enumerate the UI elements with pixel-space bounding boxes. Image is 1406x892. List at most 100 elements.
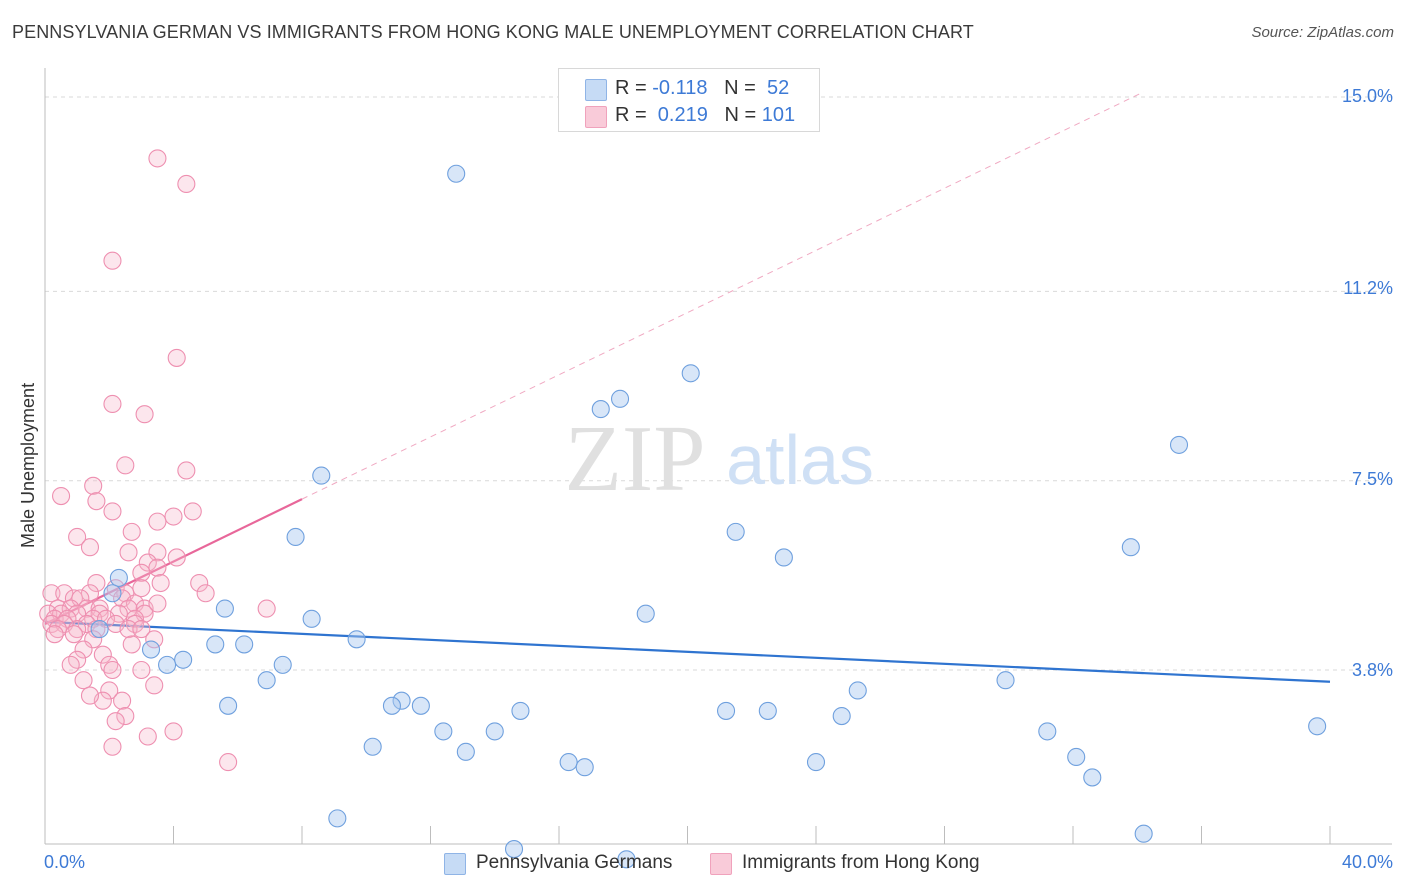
point-pennsylvania-german-43 — [806, 753, 826, 772]
trend-line-blue — [44, 620, 1331, 683]
point-pennsylvania-german-39 — [456, 742, 475, 761]
point-hong-kong-89 — [103, 737, 122, 756]
point-hong-kong-29 — [80, 584, 100, 603]
point-pennsylvania-german-11 — [103, 584, 122, 603]
point-pennsylvania-german-28 — [382, 696, 402, 715]
legend-swatch-blue — [585, 79, 607, 101]
x-tick-label-max: 40.0% — [1341, 852, 1393, 872]
point-hong-kong-71 — [122, 635, 141, 654]
point-hong-kong-25 — [106, 579, 125, 598]
point-hong-kong-75 — [100, 655, 119, 674]
point-pennsylvania-german-41 — [559, 753, 578, 772]
point-hong-kong-85 — [116, 706, 135, 726]
series-pennsylvania-germans — [90, 164, 1327, 869]
point-pennsylvania-german-37 — [1308, 717, 1327, 736]
point-hong-kong-68 — [64, 625, 83, 644]
point-hong-kong-7 — [177, 461, 196, 480]
watermark-atlas: atlas — [726, 421, 874, 499]
bottom-legend-pink-label: Immigrants from Hong Kong — [742, 852, 980, 873]
point-pennsylvania-german-21 — [158, 655, 177, 674]
point-hong-kong-78 — [132, 660, 151, 680]
point-hong-kong-21 — [138, 553, 157, 572]
bottom-legend-swatch-blue — [444, 853, 466, 875]
point-hong-kong-32 — [42, 584, 61, 603]
point-pennsylvania-german-1 — [681, 364, 700, 383]
bottom-legend-swatch-pink — [710, 853, 732, 875]
point-hong-kong-84 — [80, 686, 100, 705]
point-hong-kong-77 — [103, 660, 122, 680]
point-hong-kong-4 — [103, 394, 122, 414]
chart-title: PENNSYLVANIA GERMAN VS IMMIGRANTS FROM H… — [12, 22, 974, 42]
point-hong-kong-31 — [196, 584, 215, 603]
point-pennsylvania-german-32 — [758, 701, 777, 720]
point-pennsylvania-german-10 — [109, 568, 128, 587]
point-pennsylvania-german-18 — [235, 635, 254, 654]
point-pennsylvania-german-5 — [312, 466, 331, 485]
point-pennsylvania-german-20 — [174, 650, 193, 669]
source-label: Source: ZipAtlas.com — [1251, 24, 1394, 41]
point-hong-kong-1 — [177, 174, 196, 194]
point-pennsylvania-german-40 — [1067, 747, 1086, 767]
point-hong-kong-22 — [148, 558, 167, 577]
point-pennsylvania-german-0 — [447, 164, 466, 183]
legend-blue-n-value: 52 — [766, 77, 790, 99]
point-pennsylvania-german-46 — [504, 840, 524, 859]
point-pennsylvania-german-13 — [636, 604, 655, 623]
point-hong-kong-2 — [103, 251, 122, 270]
point-hong-kong-80 — [145, 676, 164, 695]
point-pennsylvania-german-42 — [575, 758, 594, 777]
point-pennsylvania-german-14 — [302, 609, 321, 628]
y-tick-label-15: 15.0% — [1341, 86, 1393, 106]
point-hong-kong-65 — [119, 620, 138, 639]
legend-pink-n-label: N = — [724, 104, 762, 126]
legend-blue-r-label: R = — [615, 77, 653, 99]
legend-blue-r-value: -0.118 — [652, 77, 708, 99]
point-hong-kong-24 — [87, 573, 106, 593]
point-hong-kong-5 — [135, 405, 154, 424]
point-pennsylvania-german-7 — [774, 548, 793, 567]
x-tick-label-min: 0.0% — [44, 852, 86, 872]
y-tick-label-3-8: 3.8% — [1351, 660, 1393, 680]
point-pennsylvania-german-3 — [591, 400, 610, 419]
point-pennsylvania-german-6 — [726, 522, 745, 541]
point-hong-kong-12 — [103, 502, 122, 521]
point-hong-kong-0 — [148, 149, 167, 168]
legend-pink-n-value: 101 — [761, 104, 796, 126]
point-hong-kong-52 — [45, 609, 64, 628]
point-hong-kong-27 — [151, 573, 170, 593]
bottom-legend-blue-label: Pennsylvania Germans — [476, 852, 673, 873]
y-tick-label-11-2: 11.2% — [1343, 278, 1393, 298]
point-pennsylvania-german-16 — [347, 630, 366, 649]
legend-pink-r-label: R = — [615, 104, 653, 126]
point-hong-kong-81 — [100, 681, 119, 700]
legend-swatch-pink — [585, 106, 607, 128]
point-pennsylvania-german-2 — [610, 389, 630, 408]
point-hong-kong-90 — [219, 753, 238, 772]
point-hong-kong-67 — [45, 625, 64, 644]
point-hong-kong-79 — [74, 671, 93, 690]
point-hong-kong-70 — [74, 640, 93, 659]
point-pennsylvania-german-48 — [617, 850, 636, 869]
point-hong-kong-73 — [93, 645, 112, 664]
point-hong-kong-11 — [183, 502, 202, 521]
point-hong-kong-23 — [132, 563, 151, 582]
y-axis-title: Male Unemployment — [18, 382, 38, 548]
point-hong-kong-15 — [68, 527, 87, 547]
point-hong-kong-14 — [148, 512, 167, 531]
point-hong-kong-86 — [106, 712, 125, 731]
point-pennsylvania-german-47 — [1134, 824, 1153, 843]
point-pennsylvania-german-26 — [219, 696, 238, 715]
trend-line-pink-extended — [301, 91, 1144, 500]
point-hong-kong-34 — [64, 589, 83, 608]
point-pennsylvania-german-45 — [328, 809, 347, 828]
watermark-zip: ZIP — [565, 407, 706, 511]
point-hong-kong-83 — [113, 691, 132, 710]
point-pennsylvania-german-4 — [1169, 435, 1189, 454]
point-hong-kong-17 — [80, 538, 100, 557]
point-hong-kong-20 — [167, 548, 186, 567]
point-pennsylvania-german-44 — [1083, 768, 1102, 787]
point-pennsylvania-german-38 — [363, 737, 382, 756]
legend-blue-n-label: N = — [724, 77, 762, 99]
watermark: ZIP atlas — [565, 407, 874, 511]
point-pennsylvania-german-12 — [215, 599, 234, 618]
